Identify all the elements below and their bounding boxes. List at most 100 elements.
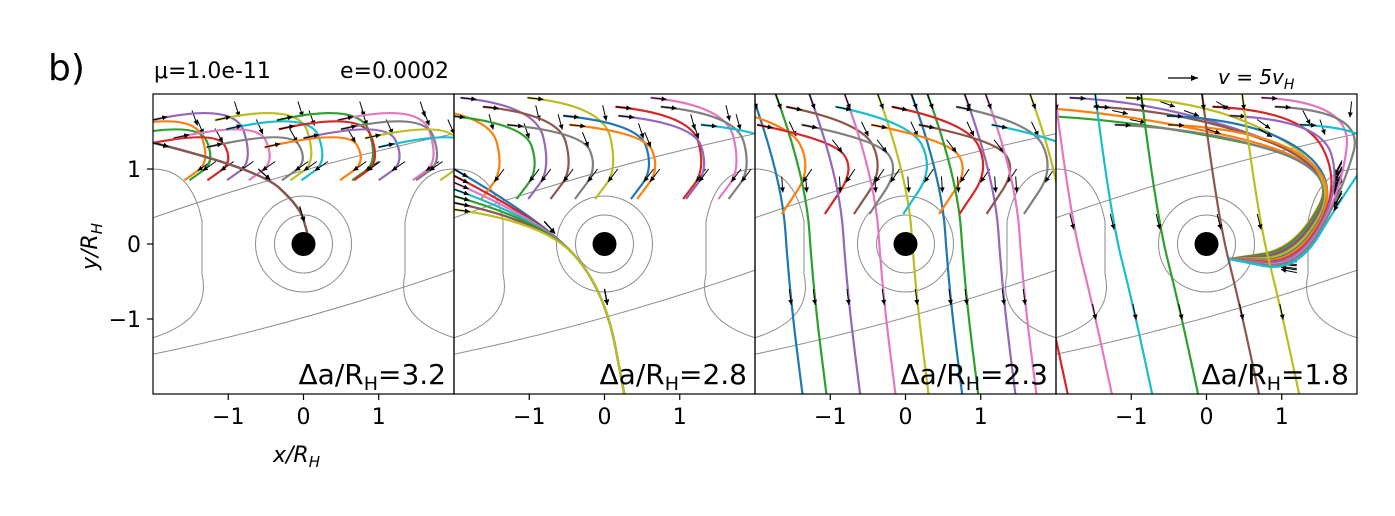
velocity-arrowhead (236, 124, 242, 130)
y-tick-label: 1 (127, 158, 141, 183)
trajectory (891, 105, 985, 215)
central-body (893, 232, 918, 256)
velocity-arrowhead (1381, 136, 1386, 142)
delta-a-label: Δa/RH=1.8 (1202, 358, 1350, 395)
velocity-arrowhead (450, 128, 454, 134)
velocity-arrowhead (980, 176, 986, 183)
contour-separatrix-upper (755, 133, 1056, 219)
velocity-arrowhead (1360, 120, 1365, 125)
velocity-arrowhead (726, 115, 731, 121)
velocity-arrow (132, 144, 148, 148)
velocity-arrow (776, 132, 782, 147)
velocity-arrowhead (803, 187, 809, 193)
trajectory (991, 123, 1056, 143)
x-tick-label: −1 (814, 405, 846, 430)
trajectory (1228, 123, 1357, 268)
trajectory (755, 100, 804, 394)
velocity-arrowhead (1031, 103, 1037, 110)
velocity-arrowhead (587, 176, 593, 182)
velocity-arrowhead (755, 103, 758, 110)
velocity-arrowhead (731, 176, 737, 182)
trajectory (1094, 94, 1154, 394)
velocity-arrowhead (875, 176, 881, 183)
x-tick-label: 1 (673, 405, 687, 430)
velocity-arrowhead (1310, 122, 1316, 128)
velocity-arrowhead (966, 106, 972, 112)
velocity-arrowhead (287, 115, 293, 121)
velocity-arrowhead (258, 128, 264, 135)
velocity-arrowhead (914, 299, 920, 305)
trajectory (1212, 105, 1333, 263)
trajectory (454, 208, 626, 394)
velocity-arrowhead (465, 137, 470, 143)
velocity-arrowhead (646, 141, 652, 148)
velocity-arrowhead (193, 119, 199, 126)
velocity-arrowhead (951, 146, 957, 153)
trajectory (615, 105, 703, 200)
velocity-arrowhead (1001, 124, 1008, 130)
x-axis-label: x/RH (272, 443, 320, 471)
x-tick-label: 0 (598, 405, 612, 430)
trajectory (1093, 105, 1326, 261)
velocity-arrow (114, 135, 130, 139)
velocity-arrowhead (471, 96, 477, 102)
velocity-arrowhead (1056, 104, 1059, 110)
velocity-arrowhead (459, 114, 465, 120)
velocity-arrowhead (1217, 224, 1223, 230)
velocity-arrowhead (872, 187, 878, 193)
velocity-arrowhead (671, 105, 677, 111)
velocity-arrowhead (694, 132, 700, 139)
contour-inner (274, 214, 333, 274)
trajectory (963, 94, 1017, 394)
trajectory (569, 123, 657, 200)
mu-parameter: μ=1.0e-11 (154, 59, 271, 84)
velocity-arrowhead (812, 124, 818, 130)
velocity-arrowhead (960, 176, 966, 183)
velocity-arrowhead (353, 165, 359, 171)
velocity-arrowhead (493, 105, 499, 111)
velocity-arrowhead (890, 176, 896, 183)
trajectory (1228, 105, 1356, 267)
velocity-arrowhead (969, 130, 974, 137)
contour-left (153, 168, 204, 339)
velocity-arrowhead (626, 105, 632, 111)
trajectory (482, 105, 570, 200)
contour-separatrix (1056, 269, 1357, 355)
trajectory (340, 120, 439, 182)
panel-2: −1 0 1 Δa/RH=2.8 (453, 93, 792, 430)
eccentricity-parameter: e=0.0002 (340, 59, 449, 84)
trajectory (153, 141, 309, 234)
velocity-arrow (782, 169, 792, 182)
trajectory (1241, 94, 1301, 394)
trajectory (871, 123, 964, 215)
panel-plot-area (1056, 94, 1386, 394)
velocity-arrowhead (1334, 171, 1340, 177)
velocity-arrowhead (462, 172, 468, 178)
trajectory (173, 128, 271, 182)
contour-outer (1158, 195, 1255, 293)
x-tick-label: 1 (974, 405, 988, 430)
velocity-arrowhead (955, 187, 961, 193)
velocity-arrowhead (1264, 123, 1271, 129)
trajectory (214, 111, 313, 182)
velocity-arrowhead (639, 132, 645, 139)
trajectory (527, 96, 615, 200)
panel-plot-area (114, 101, 470, 355)
velocity-arrowhead (661, 96, 667, 102)
trajectory (618, 114, 706, 200)
velocity-arrowhead (881, 299, 887, 305)
trajectory (1140, 94, 1200, 394)
trajectory (955, 105, 1049, 215)
panel-1: −1 0 1 1 0 −1 Δa/RH=3.2 (109, 93, 470, 430)
trajectory (755, 115, 807, 215)
velocity-arrowhead (845, 106, 852, 112)
trajectory (786, 105, 879, 215)
velocity-arrowhead (274, 142, 281, 148)
velocity-arrowhead (1178, 122, 1185, 128)
velocity-arrowhead (1223, 104, 1229, 110)
velocity-arrowhead (1320, 129, 1326, 135)
trajectory (206, 136, 304, 182)
trajectory (364, 128, 454, 182)
velocity-arrowhead (218, 136, 223, 143)
contour-separatrix (454, 269, 755, 355)
